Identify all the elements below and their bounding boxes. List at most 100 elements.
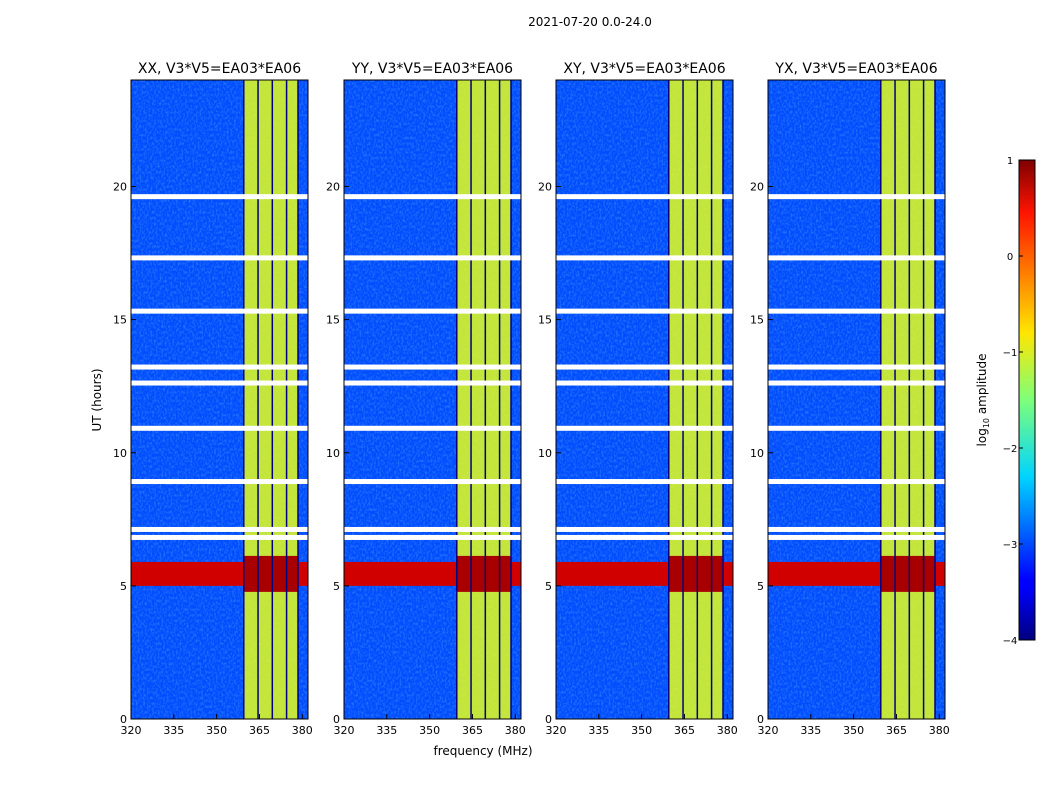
x-tick-label: 365 <box>249 724 270 737</box>
panel-yy: YY, V3*V5=EA03*EA06 320 335 350 365 380 0 5 10 15… <box>326 61 526 737</box>
flagged-row <box>768 425 945 431</box>
flagged-row <box>556 255 733 261</box>
colorbar-tick-label: 0 <box>1007 252 1013 263</box>
flagged-row <box>131 255 308 261</box>
panel-frame <box>555 79 734 720</box>
flagged-row <box>131 479 308 485</box>
x-tick-label: 350 <box>843 724 864 737</box>
x-tick-label: 380 <box>505 724 526 737</box>
x-tick-label: 365 <box>886 724 907 737</box>
x-tick-label: 350 <box>631 724 652 737</box>
colorbar-ticks: 1 0 −1 −2 −3 −4 <box>1003 156 1023 647</box>
panel-frame <box>130 79 309 720</box>
colorbar-label-subscript: 10 <box>982 418 991 428</box>
y-tick-label: 10 <box>538 447 552 460</box>
flagged-row <box>768 526 945 532</box>
flagged-row <box>556 364 733 370</box>
panel-title: XX, V3*V5=EA03*EA06 <box>138 61 301 77</box>
rfi-band <box>880 80 936 719</box>
y-tick-label: 0 <box>545 713 552 726</box>
y-tick-label: 20 <box>113 181 127 194</box>
y-tick-label: 10 <box>113 447 127 460</box>
x-tick-label: 380 <box>292 724 313 737</box>
y-tick-label: 5 <box>333 580 340 593</box>
flagged-row <box>768 534 945 540</box>
x-tick-label: 320 <box>758 724 779 737</box>
y-tick-label: 20 <box>326 181 340 194</box>
flagged-row <box>556 380 733 386</box>
flagged-row <box>556 308 733 314</box>
flagged-row <box>131 380 308 386</box>
y-tick-label: 0 <box>757 713 764 726</box>
panel-group: XX, V3*V5=EA03*EA06 320 335 350 365 380 0 5 10 15… <box>113 61 950 737</box>
flagged-row <box>768 364 945 370</box>
panel-title: XY, V3*V5=EA03*EA06 <box>563 61 725 77</box>
flagged-row <box>768 380 945 386</box>
flagged-row <box>344 534 521 540</box>
strong-rfi-core <box>668 555 724 592</box>
y-tick-label: 5 <box>545 580 552 593</box>
y-tick-label: 0 <box>333 713 340 726</box>
x-tick-label: 365 <box>674 724 695 737</box>
flagged-row <box>556 194 733 200</box>
y-tick-label: 15 <box>326 314 340 327</box>
y-tick-label: 20 <box>538 181 552 194</box>
x-tick-label: 320 <box>546 724 567 737</box>
flagged-row <box>131 425 308 431</box>
colorbar-tick-label: −2 <box>1003 444 1018 455</box>
flagged-row <box>556 534 733 540</box>
panel-title: YX, V3*V5=EA03*EA06 <box>774 61 937 77</box>
x-tick-label: 320 <box>334 724 355 737</box>
flagged-row <box>344 479 521 485</box>
flagged-row <box>768 479 945 485</box>
flagged-row <box>131 534 308 540</box>
x-tick-label: 335 <box>376 724 397 737</box>
x-tick-label: 350 <box>206 724 227 737</box>
rfi-band <box>456 80 512 719</box>
colorbar-tick-label: −1 <box>1003 348 1018 359</box>
flagged-row <box>344 526 521 532</box>
strong-rfi-core <box>456 555 512 592</box>
figure-suptitle: 2021-07-20 0.0-24.0 <box>528 15 652 29</box>
flagged-row <box>344 425 521 431</box>
panel-xx: XX, V3*V5=EA03*EA06 320 335 350 365 380 0 5 10 15… <box>113 61 313 737</box>
flagged-row <box>131 308 308 314</box>
flagged-row <box>768 255 945 261</box>
strong-rfi-core <box>243 555 299 592</box>
panel-title: YY, V3*V5=EA03*EA06 <box>351 61 513 77</box>
colorbar-gradient <box>1018 159 1036 641</box>
colorbar-tick-label: 1 <box>1007 156 1013 167</box>
colorbar-tick-label: −3 <box>1003 540 1018 551</box>
y-tick-label: 5 <box>757 580 764 593</box>
x-tick-label: 335 <box>588 724 609 737</box>
panel-frame <box>767 79 946 720</box>
flagged-row <box>344 194 521 200</box>
y-tick-label: 10 <box>750 447 764 460</box>
rfi-band <box>243 80 299 719</box>
x-tick-label: 335 <box>163 724 184 737</box>
y-tick-label: 15 <box>113 314 127 327</box>
panel-frame <box>343 79 522 720</box>
colorbar-label-rest: amplitude <box>975 354 989 418</box>
flagged-row <box>556 479 733 485</box>
x-tick-label: 365 <box>462 724 483 737</box>
x-tick-label: 335 <box>800 724 821 737</box>
x-tick-label: 380 <box>717 724 738 737</box>
flagged-row <box>344 255 521 261</box>
flagged-row <box>344 308 521 314</box>
y-tick-label: 20 <box>750 181 764 194</box>
colorbar: 10−1−2−3−4 log10 amplitude <box>975 156 1036 647</box>
flagged-row <box>556 425 733 431</box>
flagged-row <box>131 194 308 200</box>
y-axis-label: UT (hours) <box>90 368 104 431</box>
panel-yx: YX, V3*V5=EA03*EA06 320 335 350 365 380 0 5 10 15… <box>750 61 950 737</box>
flagged-row <box>131 526 308 532</box>
colorbar-tick-label: −4 <box>1003 636 1018 647</box>
x-axis-label: frequency (MHz) <box>433 744 532 758</box>
x-tick-label: 320 <box>121 724 142 737</box>
y-tick-label: 5 <box>120 580 127 593</box>
y-tick-label: 15 <box>538 314 552 327</box>
flagged-row <box>768 308 945 314</box>
y-tick-label: 0 <box>120 713 127 726</box>
